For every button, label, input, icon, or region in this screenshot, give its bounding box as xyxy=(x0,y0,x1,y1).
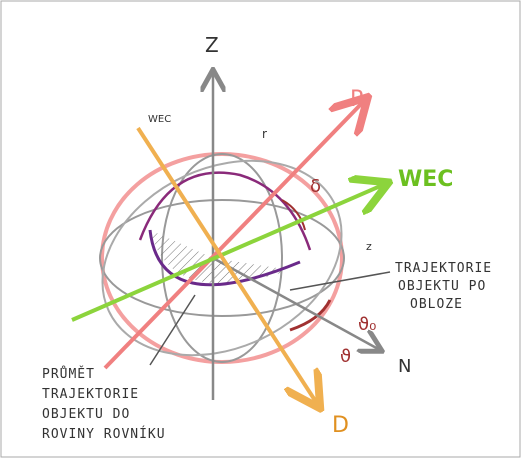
note-line: OBJEKTU PO xyxy=(398,279,486,294)
diagram: Z WEC r P WEC δ z TRAJEKTORIE OBJEKTU PO… xyxy=(0,0,522,459)
z-small-label: z xyxy=(366,240,372,253)
note-line: ROVINY ROVNÍKU xyxy=(42,426,166,442)
wec-label: WEC xyxy=(398,167,453,192)
page: {"labels": { "z_axis": "Z", "wec_small":… xyxy=(0,0,522,459)
wec-small-label: WEC xyxy=(148,114,171,125)
r-label: r xyxy=(262,127,267,141)
n-axis xyxy=(213,258,380,350)
d-label: D xyxy=(332,413,349,438)
note-line: OBLOZE xyxy=(410,297,463,312)
note-line: TRAJEKTORIE xyxy=(42,387,139,402)
n-label: N xyxy=(398,356,411,377)
note-line: PRŮMĚT xyxy=(42,366,95,382)
p-label: P xyxy=(350,87,363,112)
delta-label: δ xyxy=(310,176,321,197)
note-line: TRAJEKTORIE xyxy=(395,261,492,276)
theta-label: ϑ xyxy=(340,346,351,367)
theta0-label: ϑ₀ xyxy=(358,314,376,335)
z-label: Z xyxy=(205,33,219,57)
note-line: OBJEKTU DO xyxy=(42,407,130,422)
